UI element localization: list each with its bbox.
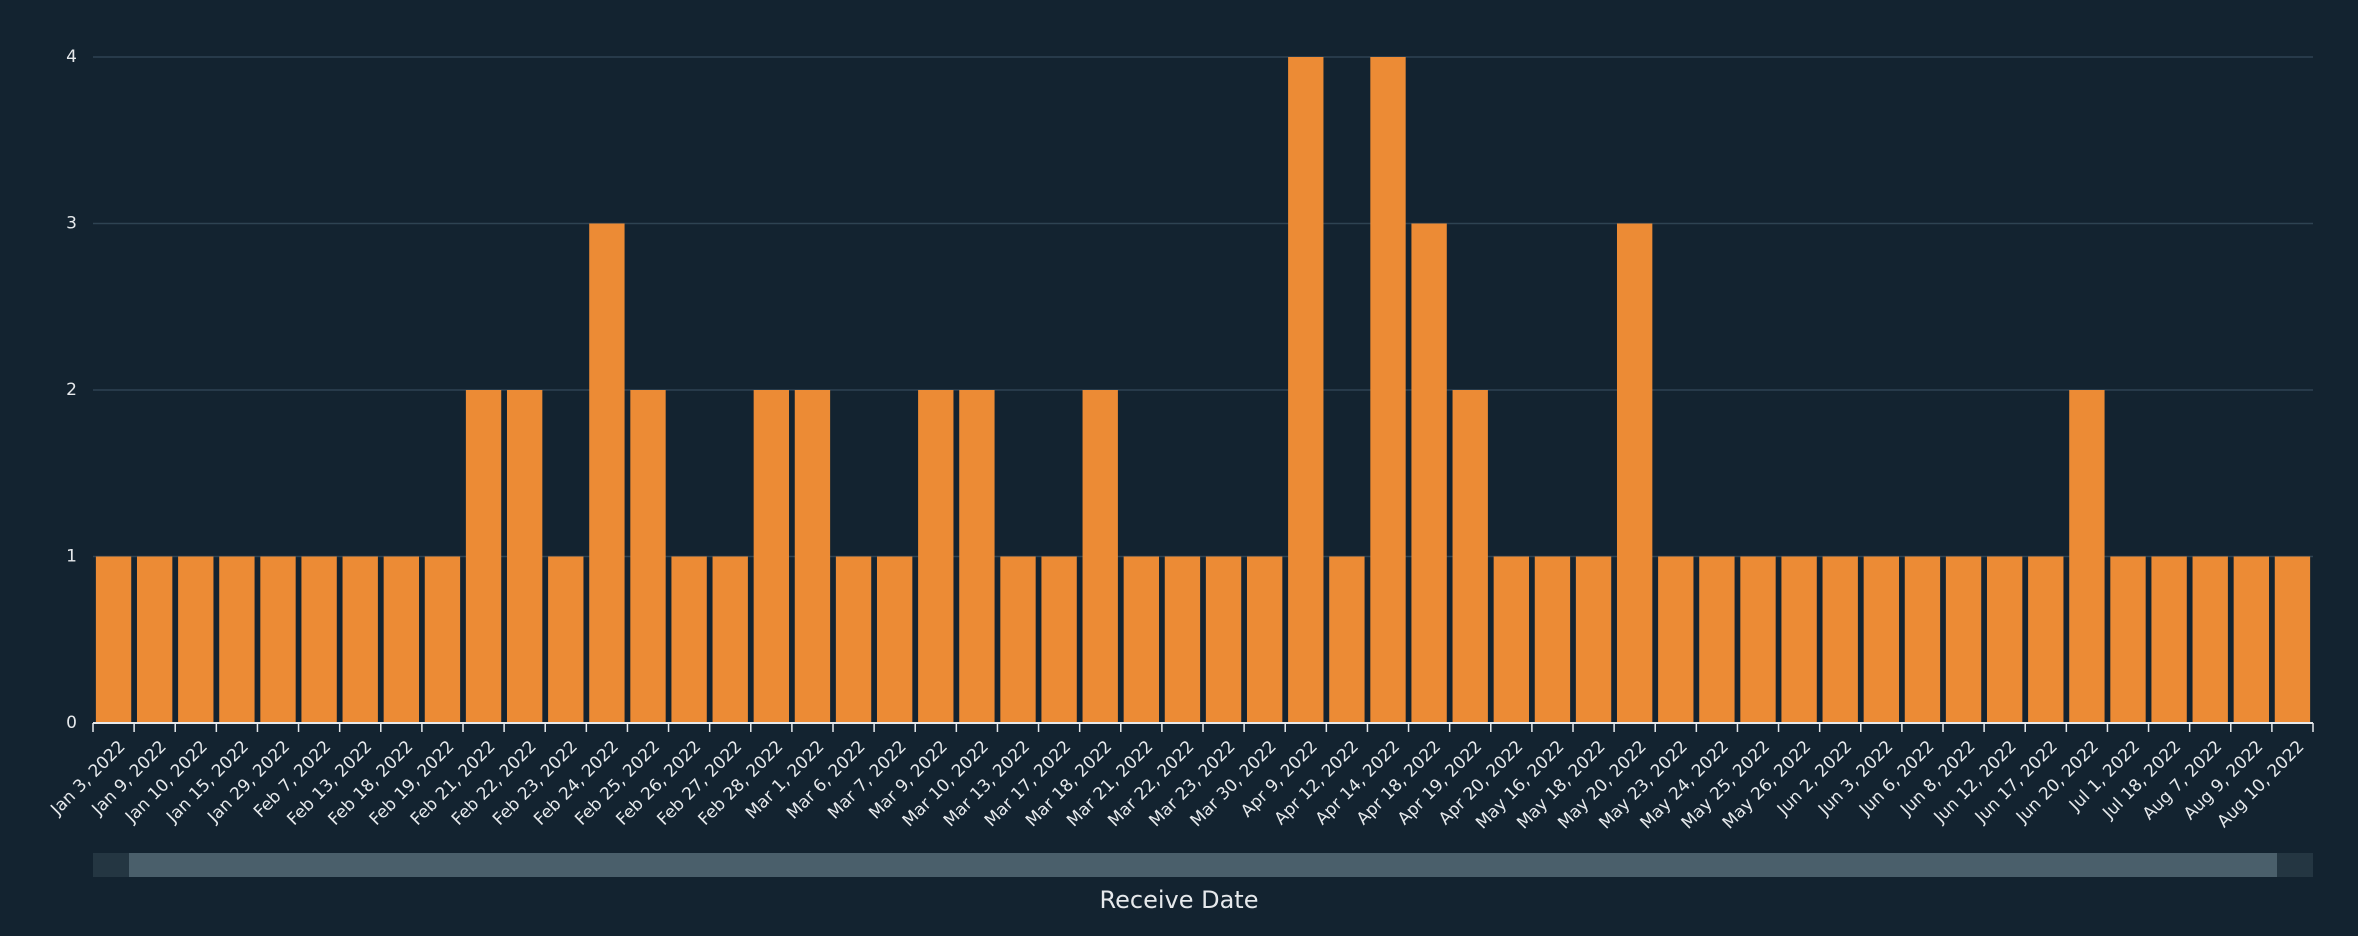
bar <box>1000 556 1036 723</box>
bar <box>835 556 872 723</box>
bar <box>2028 556 2064 723</box>
bar <box>753 390 790 723</box>
bar <box>506 390 543 723</box>
bar <box>1452 390 1488 723</box>
bar <box>794 390 831 723</box>
bar <box>136 556 173 723</box>
bar <box>589 223 625 723</box>
y-tick-label: 3 <box>66 214 77 234</box>
bar <box>424 556 461 723</box>
bar <box>2151 556 2187 723</box>
bar <box>1205 556 1242 723</box>
bar <box>1041 556 1077 723</box>
bar <box>1945 556 1982 723</box>
bar <box>1370 57 1406 723</box>
bar <box>1616 223 1653 723</box>
bar <box>301 556 337 723</box>
bar <box>1986 556 2023 723</box>
bar <box>383 556 420 723</box>
bar <box>1740 556 1776 723</box>
bar <box>178 556 214 723</box>
bar <box>959 390 995 723</box>
bar <box>1863 556 1900 723</box>
bar <box>2233 556 2270 723</box>
bar <box>1781 556 1817 723</box>
bar <box>1822 556 1858 723</box>
scrollbar[interactable] <box>93 853 2313 877</box>
bar <box>876 556 913 723</box>
bar <box>260 556 296 723</box>
bar <box>918 390 954 723</box>
x-axis-title: Receive Date <box>1100 886 1259 914</box>
bar <box>1329 556 1365 723</box>
bar <box>1123 556 1160 723</box>
bar <box>2069 390 2105 723</box>
bar <box>465 390 502 723</box>
y-tick-label: 2 <box>66 380 77 400</box>
bar <box>2192 556 2228 723</box>
bar <box>548 556 584 723</box>
scroll-handle[interactable] <box>93 853 129 877</box>
bar <box>1904 556 1941 723</box>
bar <box>1534 556 1571 723</box>
bar <box>1164 556 1201 723</box>
bar <box>1246 556 1283 723</box>
y-tick-label: 4 <box>66 47 77 67</box>
bar <box>1658 556 1694 723</box>
bar <box>1575 556 1612 723</box>
bar <box>342 556 378 723</box>
bar <box>219 556 255 723</box>
bar <box>1699 556 1735 723</box>
y-tick-label: 0 <box>66 713 77 733</box>
bar <box>1288 57 1324 723</box>
bar <box>712 556 748 723</box>
bar <box>95 556 132 723</box>
bar <box>1493 556 1530 723</box>
scroll-thumb[interactable] <box>129 853 2277 877</box>
bar <box>1082 390 1118 723</box>
bar <box>2110 556 2146 723</box>
scroll-handle[interactable] <box>2277 853 2313 877</box>
bar <box>2274 556 2311 723</box>
bar <box>630 390 666 723</box>
bar <box>671 556 707 723</box>
y-tick-label: 1 <box>66 547 77 567</box>
bar <box>1411 223 1447 723</box>
